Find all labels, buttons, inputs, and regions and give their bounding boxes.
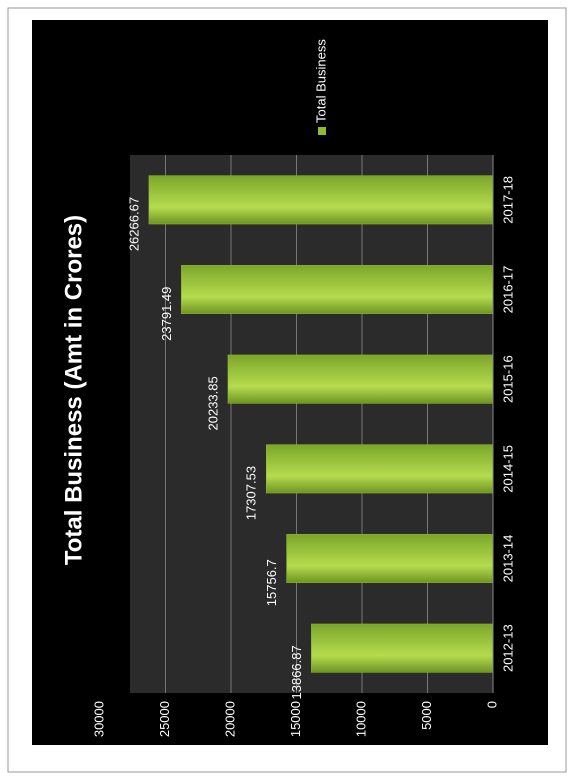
data-label: 26266.67 (126, 197, 141, 251)
data-label: 17307.53 (244, 466, 259, 520)
y-tick-label: 15000 (288, 701, 303, 737)
x-tick-label: 2013-14 (500, 535, 515, 583)
bar (181, 265, 494, 314)
data-label: 13866.87 (289, 645, 304, 699)
bar (227, 354, 494, 404)
bar (266, 444, 494, 494)
x-tick-label: 2014-15 (500, 445, 515, 493)
data-label: 15756.7 (264, 559, 279, 606)
x-tick-label: 2015-16 (500, 355, 515, 403)
legend-label: Total Business (313, 39, 328, 123)
bar (286, 534, 494, 583)
x-tick-label: 2016-17 (500, 266, 515, 314)
rotated-chart: Total Business (Amt in Crores) 0 5000 10000… (60, 39, 515, 737)
data-label: 23791.49 (159, 287, 174, 341)
data-label: 20233.85 (205, 376, 220, 430)
y-tick-label: 0 (484, 701, 499, 708)
y-tick-label: 25000 (157, 701, 172, 737)
bar (148, 175, 494, 225)
x-tick-label: 2012-13 (500, 624, 515, 672)
bar (311, 623, 494, 673)
plot-area (130, 155, 493, 693)
chart-title: Total Business (Amt in Crores) (60, 215, 87, 565)
y-tick-label: 20000 (222, 701, 237, 737)
y-tick-label: 10000 (353, 701, 368, 737)
x-tick-label: 2017-18 (500, 176, 515, 224)
legend-swatch (318, 127, 326, 135)
y-tick-label: 5000 (419, 701, 434, 730)
y-tick-label: 30000 (91, 701, 106, 737)
